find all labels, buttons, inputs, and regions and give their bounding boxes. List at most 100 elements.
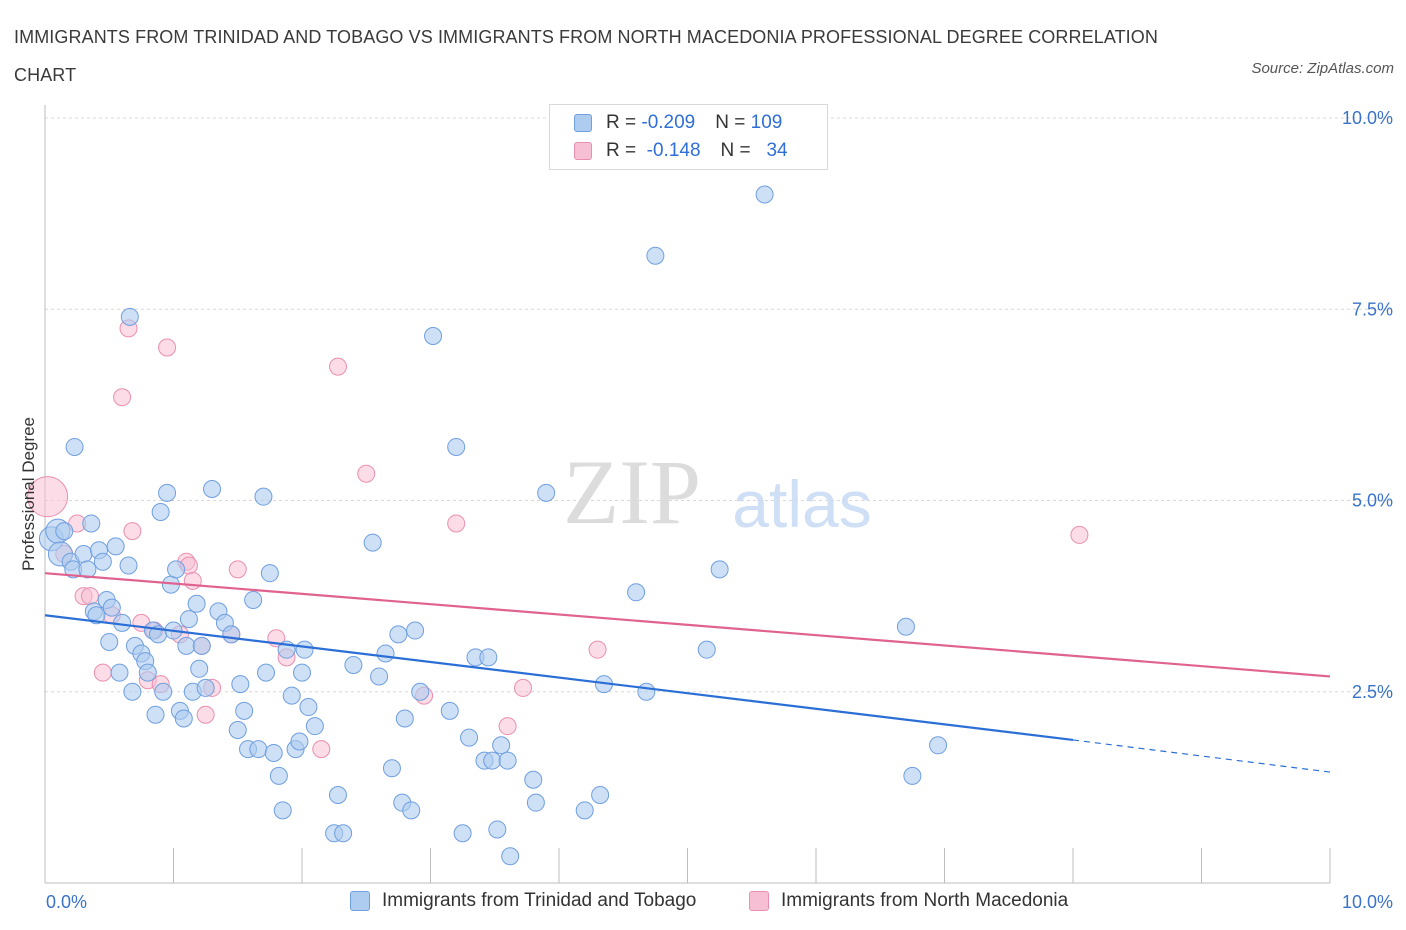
data-point-trinidad	[231, 675, 250, 694]
trend-line-trinidad-extension	[1072, 739, 1331, 773]
data-point-trinidad	[411, 682, 430, 701]
legend-swatch-north-macedonia	[574, 142, 592, 160]
data-point-trinidad	[158, 483, 177, 502]
data-point-trinidad	[146, 705, 165, 724]
data-point-north-macedonia	[158, 338, 177, 357]
data-point-trinidad	[174, 709, 193, 728]
tick-labels: 2.5% 5.0% 7.5% 10.0% 0.0% 10.0%	[46, 108, 1393, 912]
data-point-trinidad	[196, 678, 215, 697]
watermark-zip: ZIP	[563, 441, 701, 543]
legend-n-value: 109	[750, 112, 783, 133]
data-point-trinidad	[453, 824, 472, 843]
data-point-trinidad	[524, 770, 543, 789]
data-point-trinidad	[344, 655, 363, 674]
data-point-trinidad	[896, 617, 915, 636]
watermark-atlas: atlas	[732, 467, 871, 541]
legend-n-label: N =	[720, 140, 756, 161]
data-point-trinidad	[167, 560, 186, 579]
data-point-trinidad	[110, 663, 129, 682]
data-point-trinidad	[376, 644, 395, 663]
data-point-trinidad	[187, 594, 206, 613]
trend-line-north-macedonia	[44, 572, 1331, 678]
data-point-north-macedonia	[357, 464, 376, 483]
data-point-north-macedonia	[588, 640, 607, 659]
data-point-trinidad	[290, 732, 309, 751]
legend-swatch-north-macedonia	[749, 891, 769, 911]
data-point-trinidad	[179, 610, 198, 629]
data-point-trinidad	[190, 659, 209, 678]
data-point-trinidad	[498, 751, 517, 770]
y-tick-label: 2.5%	[1352, 682, 1393, 702]
data-point-north-macedonia	[80, 587, 99, 606]
watermark: ZIP atlas	[563, 441, 872, 543]
data-point-trinidad	[100, 633, 119, 652]
series-legend: Immigrants from Trinidad and Tobago Immi…	[0, 888, 1406, 916]
trend-lines	[44, 572, 1331, 773]
y-tick-label: 7.5%	[1352, 299, 1393, 319]
data-point-trinidad	[102, 598, 121, 617]
legend-swatch-trinidad	[350, 891, 370, 911]
data-point-trinidad	[591, 786, 610, 805]
data-point-north-macedonia	[312, 740, 331, 759]
data-point-trinidad	[282, 686, 301, 705]
data-point-north-macedonia	[498, 717, 517, 736]
data-point-trinidad	[526, 793, 545, 812]
data-point-north-macedonia	[196, 705, 215, 724]
data-point-trinidad	[406, 621, 425, 640]
data-point-trinidad	[328, 786, 347, 805]
legend-item-trinidad[interactable]: Immigrants from Trinidad and Tobago	[350, 890, 696, 912]
legend-row-trinidad: R = -0.209 N = 109	[574, 111, 782, 135]
legend-label-trinidad: Immigrants from Trinidad and Tobago	[382, 890, 697, 911]
legend-n-label: N =	[715, 112, 751, 133]
data-point-north-macedonia	[93, 663, 112, 682]
data-point-trinidad	[334, 824, 353, 843]
data-point-trinidad	[222, 625, 241, 644]
x-tick-label: 0.0%	[46, 892, 87, 912]
data-point-trinidad	[575, 801, 594, 820]
data-point-trinidad	[82, 514, 101, 533]
data-point-trinidad	[710, 560, 729, 579]
data-point-trinidad	[177, 636, 196, 655]
data-point-trinidad	[120, 307, 139, 326]
data-point-trinidad	[646, 246, 665, 265]
data-point-north-macedonia	[123, 522, 142, 541]
data-point-trinidad	[755, 185, 774, 204]
data-point-north-macedonia	[514, 678, 533, 697]
data-point-trinidad	[123, 682, 142, 701]
data-point-trinidad	[74, 545, 93, 564]
data-point-trinidad	[447, 437, 466, 456]
y-tick-label: 10.0%	[1342, 108, 1393, 128]
data-point-trinidad	[440, 701, 459, 720]
legend-item-north-macedonia[interactable]: Immigrants from North Macedonia	[749, 890, 1068, 912]
data-point-trinidad	[395, 709, 414, 728]
data-point-trinidad	[192, 636, 211, 655]
source-credit: Source: ZipAtlas.com	[1251, 60, 1394, 77]
data-point-trinidad	[382, 759, 401, 778]
data-point-trinidad	[627, 583, 646, 602]
trend-line-trinidad	[44, 614, 1074, 742]
data-point-north-macedonia	[113, 388, 132, 407]
data-point-trinidad	[501, 847, 520, 866]
data-point-trinidad	[254, 487, 273, 506]
data-point-trinidad	[93, 552, 112, 571]
data-point-trinidad	[264, 743, 283, 762]
data-point-trinidad	[305, 717, 324, 736]
data-point-trinidad	[929, 736, 948, 755]
data-point-trinidad	[106, 537, 125, 556]
data-point-trinidad	[460, 728, 479, 747]
data-point-north-macedonia	[328, 357, 347, 376]
data-point-trinidad	[235, 701, 254, 720]
data-point-trinidad	[154, 682, 173, 701]
data-point-trinidad	[479, 648, 498, 667]
data-point-trinidad	[370, 667, 389, 686]
data-point-trinidad	[228, 721, 247, 739]
legend-swatch-trinidad	[574, 114, 592, 132]
legend-r-value: -0.209	[641, 112, 696, 133]
data-point-trinidad	[363, 533, 382, 552]
data-point-trinidad	[402, 801, 421, 820]
data-point-trinidad	[78, 560, 97, 579]
data-point-trinidad	[295, 640, 314, 659]
data-point-trinidad	[273, 801, 292, 820]
series-trinidad-points	[38, 185, 948, 866]
data-point-trinidad	[138, 663, 157, 682]
